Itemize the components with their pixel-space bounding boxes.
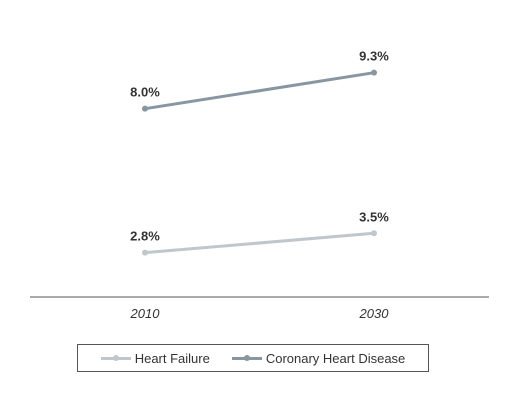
series-line-coronary-heart-disease xyxy=(144,71,375,111)
legend-swatch-heart-failure xyxy=(100,354,131,361)
data-point-coronary-heart-disease-2030 xyxy=(371,69,377,76)
data-label-heart-failure-2030: 3.5% xyxy=(359,209,389,224)
data-point-heart-failure-2030 xyxy=(371,230,377,237)
data-label-coronary-heart-disease-2010: 8.0% xyxy=(130,85,160,100)
series-line-heart-failure xyxy=(144,231,375,255)
x-tick-label-2010: 2010 xyxy=(130,306,161,321)
legend-item-heart-failure: Heart Failure xyxy=(100,350,210,366)
legend-item-coronary-heart-disease: Coronary Heart Disease xyxy=(231,350,406,366)
data-point-coronary-heart-disease-2010 xyxy=(142,105,148,112)
data-point-heart-failure-2010 xyxy=(142,249,148,256)
legend-swatch-coronary-heart-disease xyxy=(231,354,262,361)
legend-label-coronary-heart-disease: Coronary Heart Disease xyxy=(265,350,406,366)
legend-label-heart-failure: Heart Failure xyxy=(134,350,210,366)
data-label-heart-failure-2010: 2.8% xyxy=(130,229,160,244)
chart-legend: Heart Failure Coronary Heart Disease xyxy=(77,344,429,372)
series-layer: 2.8% 3.5% 8.0% 9.3% xyxy=(130,49,389,256)
x-tick-label-2030: 2030 xyxy=(359,306,390,321)
data-label-coronary-heart-disease-2030: 9.3% xyxy=(359,49,389,64)
